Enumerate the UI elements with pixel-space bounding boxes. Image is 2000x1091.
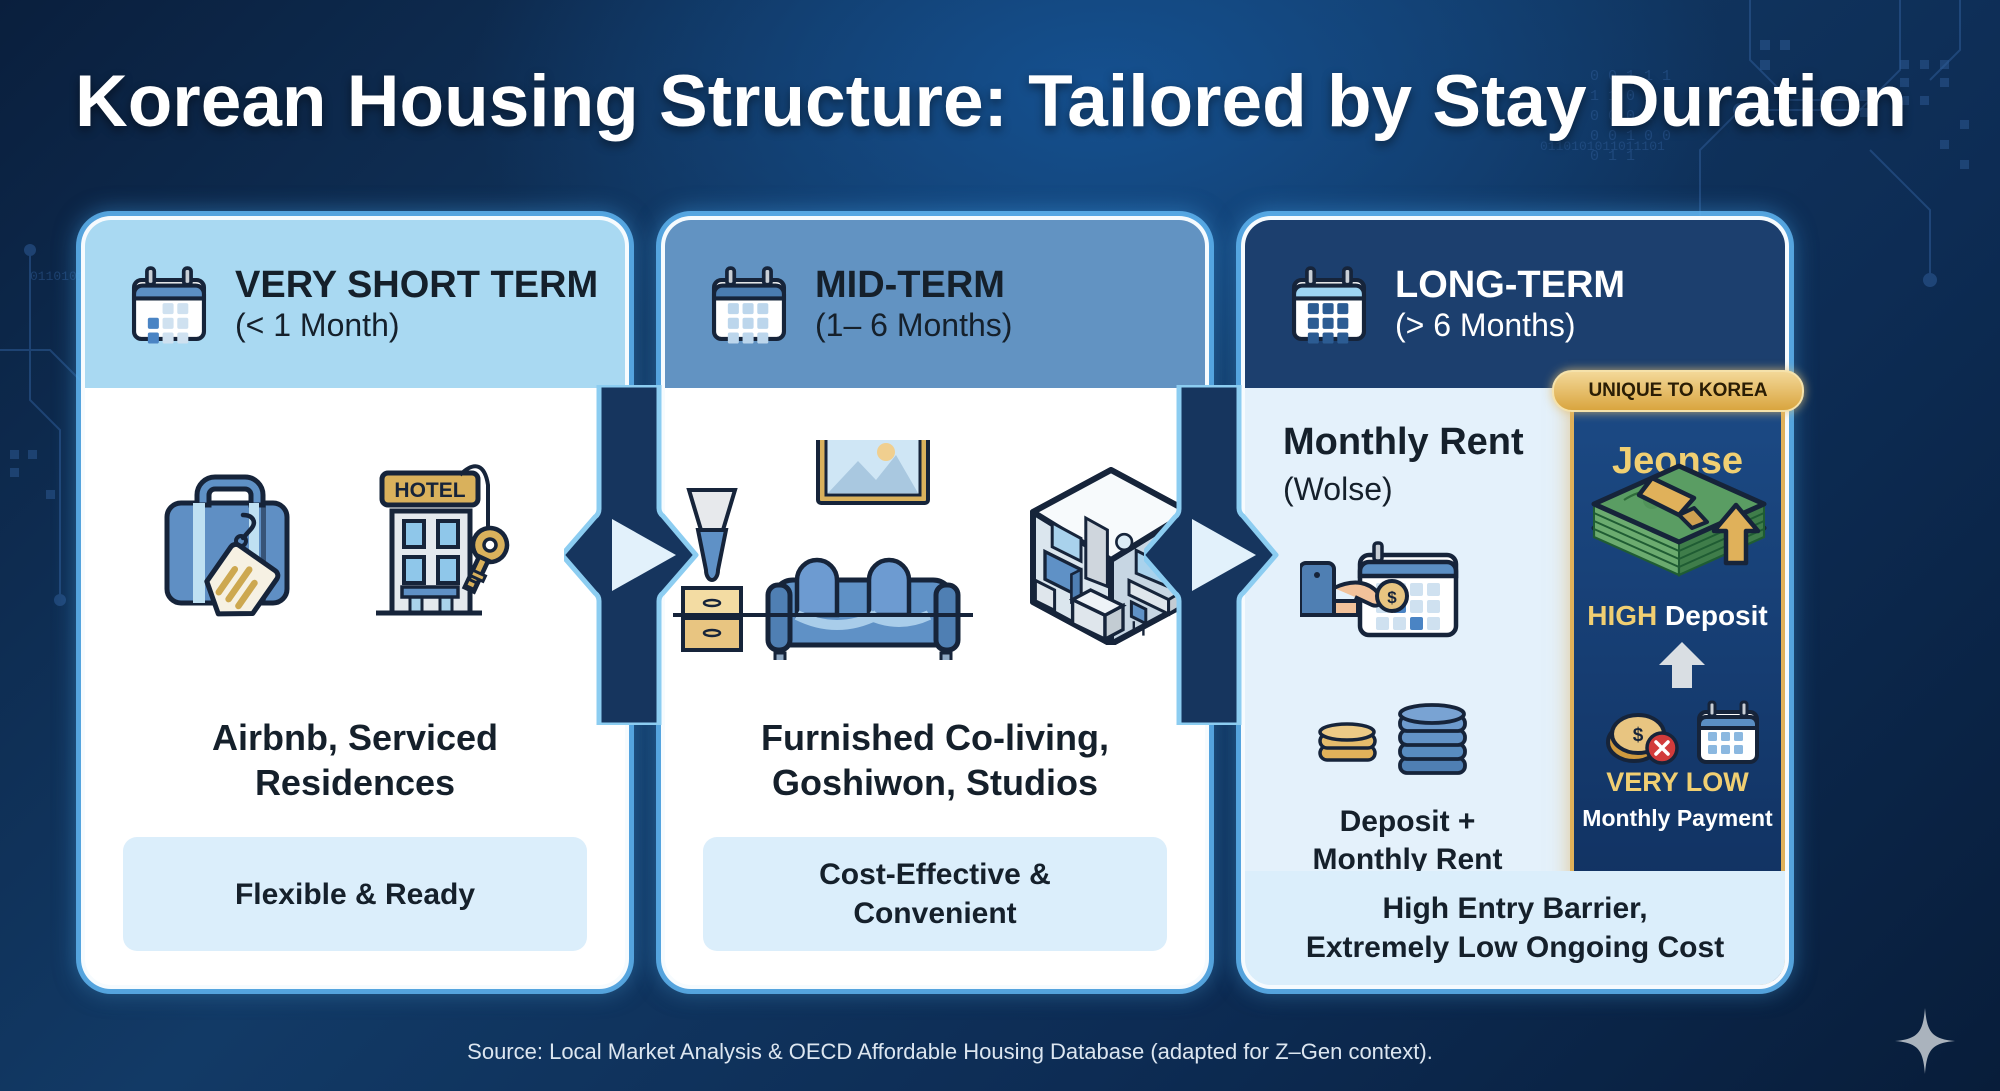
- svg-text:$: $: [1633, 725, 1644, 746]
- svg-text:$: $: [1387, 588, 1397, 607]
- svg-text:0 1 1: 0 1 1: [1590, 148, 1635, 165]
- svg-text:HOTEL: HOTEL: [394, 479, 465, 502]
